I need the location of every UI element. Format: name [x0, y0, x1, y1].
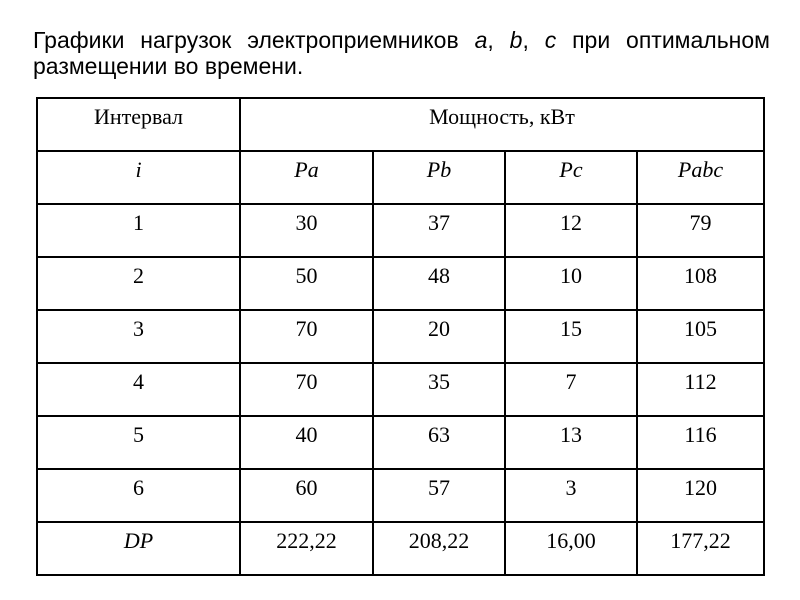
table-header-row-1: Интервал Мощность, кВт: [36, 97, 765, 152]
column-header-Pabc: Pabc: [636, 150, 765, 205]
interval-cell: 4: [36, 362, 241, 417]
load-table: Интервал Мощность, кВт i Pa Pb Pc Pabc 1 30 37…: [36, 97, 765, 576]
power-value-cell: 57: [372, 468, 506, 523]
power-value-cell: 10: [504, 256, 638, 311]
column-header-Pb: Pb: [372, 150, 506, 205]
title-variable: c: [544, 27, 557, 53]
power-value-cell: 50: [239, 256, 374, 311]
power-value-cell: 15: [504, 309, 638, 364]
power-value-cell: 116: [636, 415, 765, 470]
power-value-cell: 63: [372, 415, 506, 470]
power-value-cell: 30: [239, 203, 374, 258]
table-row: 4 70 35 7 112: [36, 362, 765, 417]
slide-title: Графики нагрузок электроприемников a, b,…: [33, 27, 770, 79]
dp-value-cell: 177,22: [636, 521, 765, 576]
power-value-cell: 108: [636, 256, 765, 311]
dp-value-cell: 208,22: [372, 521, 506, 576]
interval-cell: 3: [36, 309, 241, 364]
dp-label-cell: DP: [36, 521, 241, 576]
power-value-cell: 12: [504, 203, 638, 258]
title-text: ,: [487, 27, 510, 53]
power-value-cell: 3: [504, 468, 638, 523]
power-value-cell: 48: [372, 256, 506, 311]
interval-cell: 6: [36, 468, 241, 523]
title-text: Графики нагрузок электроприемников: [33, 27, 475, 53]
table-footer-row: DP 222,22 208,22 16,00 177,22: [36, 521, 765, 576]
title-text: ,: [522, 27, 545, 53]
power-value-cell: 60: [239, 468, 374, 523]
dp-value-cell: 222,22: [239, 521, 374, 576]
power-value-cell: 79: [636, 203, 765, 258]
table-row: 6 60 57 3 120: [36, 468, 765, 523]
table-row: 1 30 37 12 79: [36, 203, 765, 258]
table-header-row-2: i Pa Pb Pc Pabc: [36, 150, 765, 205]
table-row: 2 50 48 10 108: [36, 256, 765, 311]
interval-cell: 5: [36, 415, 241, 470]
title-variable: b: [509, 27, 523, 53]
power-value-cell: 70: [239, 309, 374, 364]
interval-cell: 2: [36, 256, 241, 311]
power-value-cell: 40: [239, 415, 374, 470]
power-value-cell: 13: [504, 415, 638, 470]
table-row: 3 70 20 15 105: [36, 309, 765, 364]
column-header-Pa: Pa: [239, 150, 374, 205]
slide-title-line1: Графики нагрузок электроприемников a, b,…: [33, 27, 770, 53]
power-value-cell: 37: [372, 203, 506, 258]
table-row: 5 40 63 13 116: [36, 415, 765, 470]
header-interval-cell: Интервал: [36, 97, 241, 152]
column-header-Pc: Pc: [504, 150, 638, 205]
power-value-cell: 120: [636, 468, 765, 523]
power-value-cell: 20: [372, 309, 506, 364]
power-value-cell: 35: [372, 362, 506, 417]
header-power-cell: Мощность, кВт: [239, 97, 765, 152]
power-value-cell: 7: [504, 362, 638, 417]
power-value-cell: 112: [636, 362, 765, 417]
title-variable: a: [474, 27, 488, 53]
dp-value-cell: 16,00: [504, 521, 638, 576]
title-text: при оптимальном: [556, 27, 770, 53]
column-header-i: i: [36, 150, 241, 205]
slide-title-line2: размещении во времени.: [33, 53, 304, 79]
power-value-cell: 105: [636, 309, 765, 364]
interval-cell: 1: [36, 203, 241, 258]
power-value-cell: 70: [239, 362, 374, 417]
